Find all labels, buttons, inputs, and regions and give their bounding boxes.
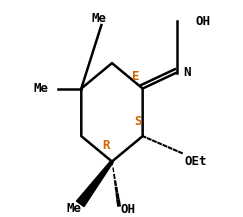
Polygon shape <box>77 161 113 207</box>
Text: R: R <box>102 139 109 152</box>
Text: OH: OH <box>120 203 135 216</box>
Text: E: E <box>131 70 139 83</box>
Text: OEt: OEt <box>185 155 208 168</box>
Text: N: N <box>183 66 191 79</box>
Text: Me: Me <box>92 12 107 25</box>
Text: Me: Me <box>34 82 49 95</box>
Text: S: S <box>135 115 142 128</box>
Text: OH: OH <box>196 15 211 28</box>
Text: Me: Me <box>66 202 81 215</box>
